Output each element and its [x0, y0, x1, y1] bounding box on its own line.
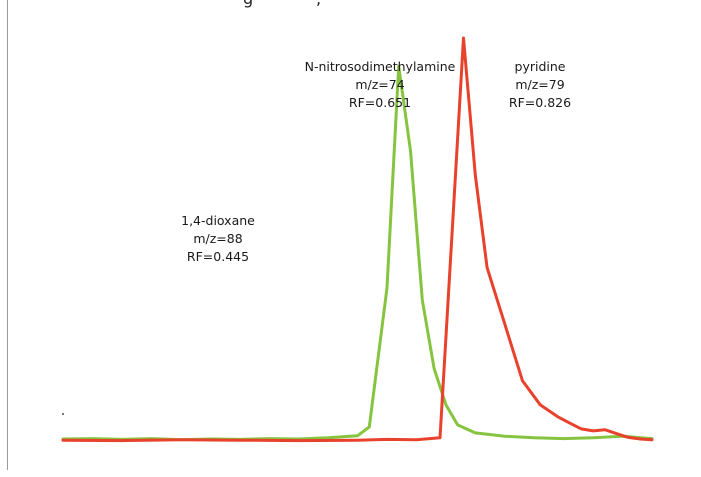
annotation-mz: m/z=79 [515, 77, 565, 92]
left-border-line [7, 0, 8, 470]
series-line-2 [61, 36, 654, 443]
annotation-rf: RF=0.826 [508, 95, 572, 110]
series-line-1 [61, 64, 654, 442]
annotation-compound: pyridine [514, 59, 566, 74]
annotation-compound: N-nitrosodimethylamine [304, 59, 456, 74]
header-fragment-2: , [316, 0, 321, 8]
axis-dot-mark [62, 413, 64, 415]
header-fragment: g [243, 0, 253, 8]
annotation-mz: m/z=74 [355, 77, 405, 92]
series-layer [61, 36, 654, 443]
annotation-rf: RF=0.651 [348, 95, 412, 110]
annotation-1-4-dioxane: 1,4-dioxane m/z=88 RF=0.445 [168, 212, 268, 266]
annotation-pyridine: pyridine m/z=79 RF=0.826 [490, 58, 590, 112]
annotation-n-nitrosodimethylamine: N-nitrosodimethylamine m/z=74 RF=0.651 [300, 58, 460, 112]
annotation-mz: m/z=88 [193, 231, 243, 246]
annotation-compound: 1,4-dioxane [181, 213, 255, 228]
annotation-rf: RF=0.445 [186, 249, 250, 264]
